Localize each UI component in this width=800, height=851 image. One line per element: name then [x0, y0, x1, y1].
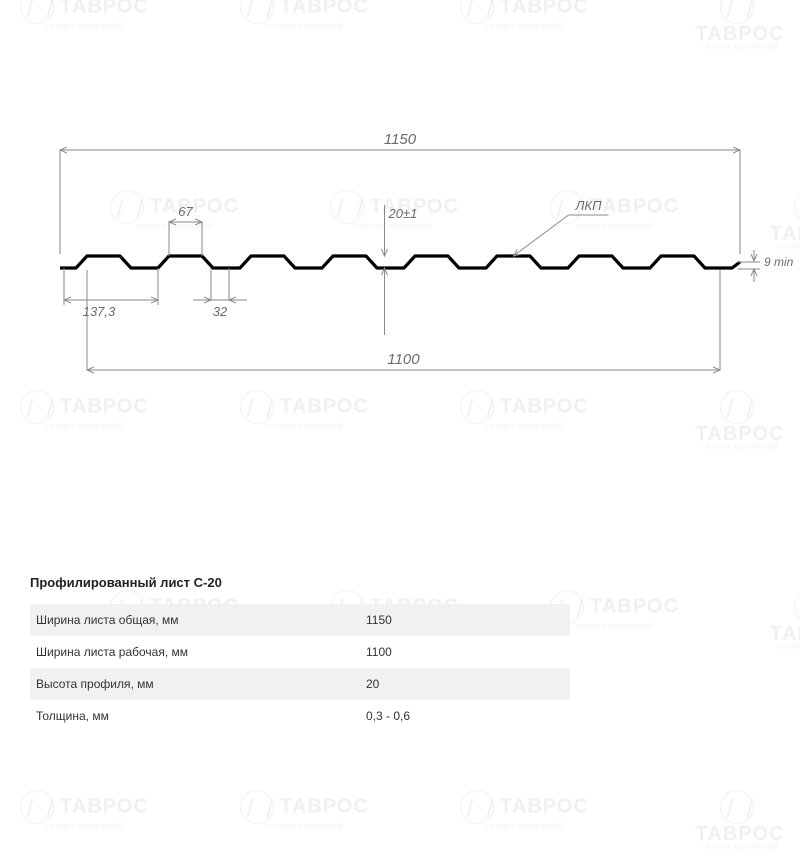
svg-text:9 min: 9 min — [764, 255, 794, 269]
table-row: Толщина, мм0,3 - 0,6 — [30, 700, 570, 732]
svg-text:137,3: 137,3 — [83, 304, 116, 319]
watermark: ТАВРОСГРУППА КОМПАНИЙ — [680, 790, 800, 851]
watermark: ТАВРОСГРУППА КОМПАНИЙ — [240, 790, 369, 831]
svg-text:32: 32 — [213, 304, 228, 319]
spec-table: Профилированный лист С-20 Ширина листа о… — [30, 575, 570, 732]
watermark: ТАВРОСГРУППА КОМПАНИЙ — [770, 590, 800, 651]
watermark: ТАВРОСГРУППА КОМПАНИЙ — [460, 790, 589, 831]
spec-value: 1150 — [366, 613, 560, 627]
spec-label: Высота профиля, мм — [36, 677, 366, 691]
spec-value: 0,3 - 0,6 — [366, 709, 560, 723]
spec-label: Ширина листа общая, мм — [36, 613, 366, 627]
svg-text:67: 67 — [178, 204, 193, 219]
svg-text:1150: 1150 — [384, 131, 417, 148]
spec-label: Ширина листа рабочая, мм — [36, 645, 366, 659]
table-title: Профилированный лист С-20 — [30, 575, 570, 590]
profile-path — [60, 256, 740, 268]
table-row: Высота профиля, мм20 — [30, 668, 570, 700]
table-row: Ширина листа рабочая, мм1100 — [30, 636, 570, 668]
profile-diagram: 1150 1100 67 137,3 32 20±1 ЛКП 9 min — [0, 0, 800, 500]
table-row: Ширина листа общая, мм1150 — [30, 604, 570, 636]
watermark: ТАВРОСГРУППА КОМПАНИЙ — [20, 790, 149, 831]
spec-value: 1100 — [366, 645, 560, 659]
spec-value: 20 — [366, 677, 560, 691]
svg-text:1100: 1100 — [387, 351, 420, 368]
spec-label: Толщина, мм — [36, 709, 366, 723]
svg-text:20±1: 20±1 — [388, 206, 418, 221]
svg-text:ЛКП: ЛКП — [575, 198, 603, 213]
